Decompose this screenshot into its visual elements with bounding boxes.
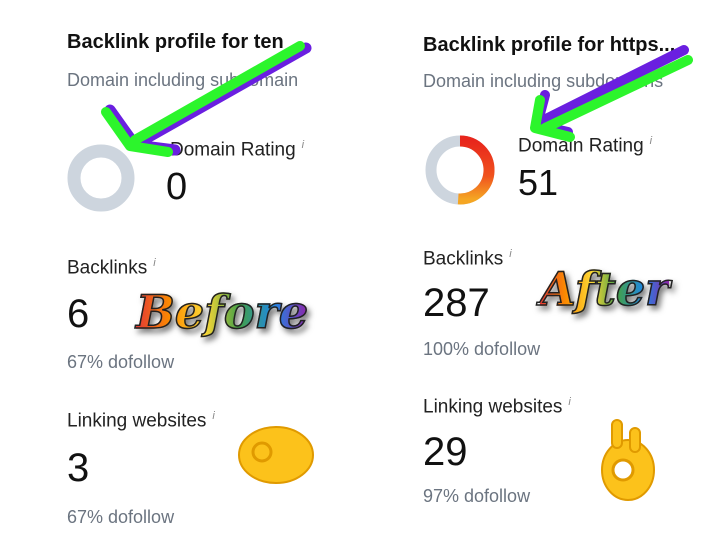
before-dr-ring xyxy=(67,144,135,212)
info-icon[interactable]: i xyxy=(568,396,571,408)
after-title: Backlink profile for https... xyxy=(423,34,676,56)
after-backlinks-label: Backlinks i xyxy=(423,248,512,270)
before-backlinks-dofollow: 67% dofollow xyxy=(67,352,175,372)
ok-hand-icon xyxy=(601,419,655,501)
after-backlinks-value[interactable]: 287 xyxy=(423,281,490,325)
before-backlinks-label: Backlinks i xyxy=(67,257,156,279)
after-arrow xyxy=(530,45,693,142)
info-icon[interactable]: i xyxy=(301,139,305,151)
label-text: Backlinks xyxy=(423,248,504,270)
before-sticker: Before xyxy=(135,284,309,340)
before-linking-dofollow: 67% dofollow xyxy=(67,507,175,527)
after-linking-label: Linking websites i xyxy=(423,396,571,418)
before-title: Backlink profile for ten xyxy=(67,31,284,53)
after-linking-value[interactable]: 29 xyxy=(423,430,468,474)
label-text: Domain Rating xyxy=(518,135,644,157)
label-text: Domain Rating xyxy=(170,139,296,161)
before-linking-value[interactable]: 3 xyxy=(67,446,90,490)
info-icon[interactable]: i xyxy=(212,410,215,422)
before-dr-value: 0 xyxy=(166,166,188,208)
info-icon[interactable]: i xyxy=(649,135,653,147)
after-backlinks-dofollow: 100% dofollow xyxy=(423,339,541,359)
after-dr-ring-fill xyxy=(457,135,495,205)
label-text: Linking websites xyxy=(423,396,563,418)
label-text: Backlinks xyxy=(67,257,148,279)
label-text: Linking websites xyxy=(67,410,207,432)
before-dr-label: Domain Rating i xyxy=(170,139,304,161)
after-dr-label: Domain Rating i xyxy=(518,135,652,157)
info-icon[interactable]: i xyxy=(509,248,512,260)
after-dr-value: 51 xyxy=(518,162,559,203)
pinch-hand-icon xyxy=(238,426,314,484)
info-icon[interactable]: i xyxy=(153,257,156,269)
before-backlinks-value[interactable]: 6 xyxy=(67,292,90,336)
before-linking-label: Linking websites i xyxy=(67,410,215,432)
after-linking-dofollow: 97% dofollow xyxy=(423,486,531,506)
after-sticker: After xyxy=(539,261,670,317)
before-arrow xyxy=(101,41,312,157)
